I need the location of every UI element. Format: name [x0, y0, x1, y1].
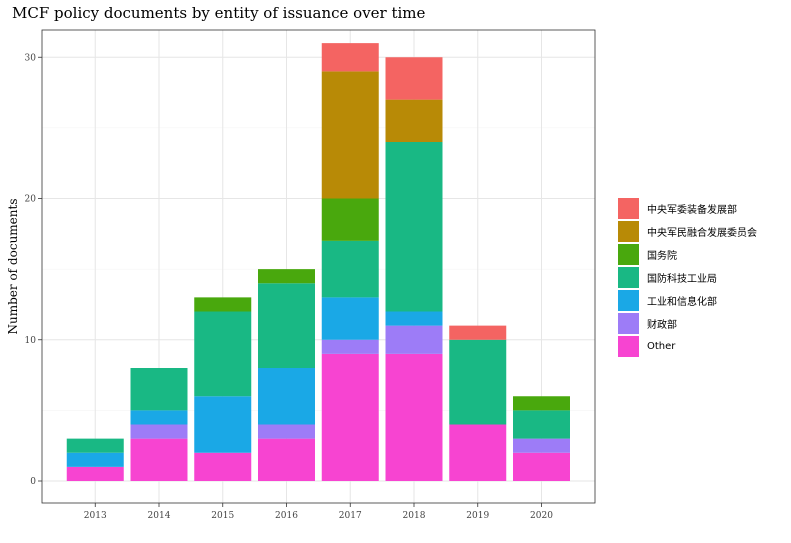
- bar-segment: [385, 142, 443, 312]
- bar-segment: [258, 438, 315, 481]
- legend-swatch: [618, 267, 639, 288]
- x-tick-label: 2013: [84, 511, 107, 521]
- legend-label: 中央军民融合发展委员会: [647, 228, 757, 239]
- y-tick-label: 10: [25, 336, 37, 346]
- panel-background: [42, 30, 595, 503]
- legend-label: 国务院: [647, 251, 677, 262]
- y-tick-label: 0: [30, 477, 36, 487]
- bar-segment: [449, 424, 507, 481]
- bar-segment: [194, 452, 252, 481]
- legend-swatch: [618, 290, 639, 311]
- legend-swatch: [618, 244, 639, 265]
- panel-border: [41, 29, 596, 504]
- bar-segment: [130, 424, 188, 439]
- bar-segment: [321, 43, 379, 72]
- legend-label: 中央军委装备发展部: [647, 205, 737, 216]
- x-tick-label: 2016: [275, 511, 298, 521]
- bar-segment: [385, 57, 443, 100]
- bar-segment: [321, 339, 379, 354]
- bar-segment: [194, 311, 252, 397]
- legend-item: 工业和信息化部: [618, 289, 757, 312]
- bar-segment: [385, 311, 443, 326]
- y-axis-label: Number of documents: [6, 199, 20, 335]
- chart-title: MCF policy documents by entity of issuan…: [12, 4, 426, 22]
- x-tick-label: 2018: [403, 511, 426, 521]
- bar-segment: [385, 353, 443, 481]
- bar-segment: [66, 438, 124, 453]
- bar-segment: [321, 353, 379, 481]
- bar-segment: [130, 368, 188, 411]
- bar-segment: [130, 438, 188, 481]
- legend-swatch: [618, 313, 639, 334]
- bar-segment: [321, 198, 379, 241]
- bar-segment: [449, 325, 507, 340]
- legend-item: 国防科技工业局: [618, 266, 757, 289]
- bar-segment: [321, 71, 379, 199]
- x-tick-label: 2019: [466, 511, 489, 521]
- legend-swatch: [618, 336, 639, 357]
- y-tick-label: 30: [25, 53, 37, 63]
- bar-segment: [385, 325, 443, 354]
- bar-segment: [513, 452, 570, 481]
- bar-segment: [194, 297, 252, 312]
- x-tick-label: 2014: [148, 511, 171, 521]
- legend-item: 财政部: [618, 312, 757, 335]
- bar-segment: [385, 99, 443, 142]
- legend-label: 工业和信息化部: [647, 297, 717, 308]
- bar-segment: [321, 240, 379, 298]
- x-tick-label: 2015: [211, 511, 234, 521]
- legend-item: 中央军委装备发展部: [618, 197, 757, 220]
- bar-segment: [513, 410, 570, 439]
- bar-segment: [258, 368, 315, 425]
- x-tick-label: 2020: [530, 511, 553, 521]
- x-tick-label: 2017: [339, 511, 362, 521]
- bar-segment: [513, 438, 570, 453]
- y-tick-label: 20: [25, 195, 37, 205]
- bar-segment: [321, 297, 379, 340]
- bar-segment: [258, 269, 315, 284]
- bar-segment: [130, 410, 188, 425]
- legend-item: Other: [618, 335, 757, 358]
- legend-swatch: [618, 198, 639, 219]
- bar-segment: [449, 339, 507, 425]
- legend-label: 财政部: [647, 320, 677, 331]
- bar-segment: [66, 452, 124, 467]
- bar-segment: [513, 396, 570, 411]
- legend-label: 国防科技工业局: [647, 274, 717, 285]
- bar-segment: [258, 424, 315, 439]
- bar-segment: [258, 283, 315, 368]
- legend-label: Other: [647, 341, 676, 352]
- legend-item: 中央军民融合发展委员会: [618, 220, 757, 243]
- legend: 中央军委装备发展部中央军民融合发展委员会 国务院国防科技工业局 工业和信息化部 财政部…: [618, 197, 757, 358]
- legend-swatch: [618, 221, 639, 242]
- bar-segment: [194, 396, 252, 453]
- legend-item: 国务院: [618, 243, 757, 266]
- bar-segment: [66, 466, 124, 481]
